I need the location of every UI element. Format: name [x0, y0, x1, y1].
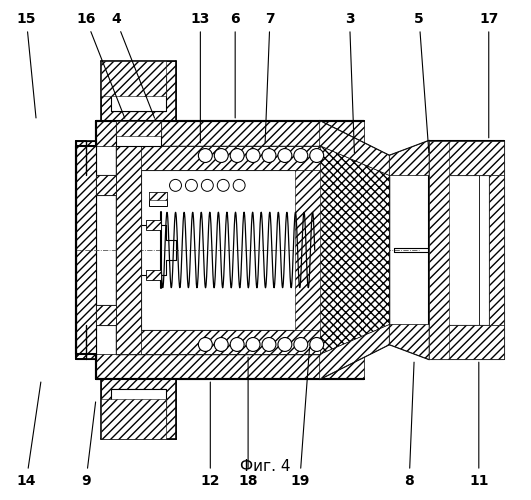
- Polygon shape: [116, 120, 160, 136]
- Circle shape: [262, 338, 276, 351]
- Text: 11: 11: [469, 362, 489, 488]
- Polygon shape: [295, 170, 320, 330]
- Text: 19: 19: [290, 347, 310, 488]
- Bar: [111, 76, 166, 111]
- Polygon shape: [389, 140, 429, 175]
- Circle shape: [246, 148, 260, 162]
- Polygon shape: [320, 324, 389, 380]
- Polygon shape: [101, 399, 166, 439]
- Circle shape: [230, 148, 244, 162]
- Polygon shape: [96, 120, 364, 146]
- Text: 13: 13: [191, 12, 210, 143]
- Circle shape: [199, 338, 212, 351]
- Polygon shape: [429, 140, 504, 175]
- Polygon shape: [320, 120, 389, 176]
- Text: 8: 8: [404, 362, 414, 488]
- Circle shape: [294, 338, 308, 351]
- Circle shape: [278, 148, 292, 162]
- Text: 12: 12: [201, 382, 220, 488]
- Circle shape: [233, 180, 245, 192]
- Text: 4: 4: [111, 12, 155, 118]
- Polygon shape: [96, 176, 116, 196]
- Polygon shape: [96, 304, 116, 324]
- Circle shape: [199, 148, 212, 162]
- Text: 15: 15: [16, 12, 36, 118]
- Polygon shape: [145, 220, 160, 230]
- Text: 16: 16: [76, 12, 125, 118]
- Polygon shape: [149, 192, 167, 200]
- Circle shape: [262, 148, 276, 162]
- Polygon shape: [116, 146, 320, 171]
- Circle shape: [185, 180, 198, 192]
- Polygon shape: [116, 146, 141, 354]
- Polygon shape: [489, 176, 504, 324]
- Circle shape: [215, 338, 228, 351]
- Circle shape: [217, 180, 229, 192]
- Circle shape: [215, 148, 228, 162]
- Circle shape: [230, 338, 244, 351]
- Bar: [149, 192, 167, 206]
- Polygon shape: [429, 140, 449, 360]
- Text: 17: 17: [479, 12, 499, 138]
- Circle shape: [201, 180, 213, 192]
- Circle shape: [310, 338, 324, 351]
- Text: Фиг. 4: Фиг. 4: [240, 460, 290, 474]
- Text: 18: 18: [238, 357, 258, 488]
- Circle shape: [246, 338, 260, 351]
- Polygon shape: [76, 140, 96, 360]
- Text: 6: 6: [230, 12, 240, 118]
- Polygon shape: [101, 380, 176, 439]
- Polygon shape: [116, 330, 320, 354]
- Polygon shape: [429, 324, 504, 360]
- Polygon shape: [310, 146, 389, 354]
- Polygon shape: [96, 354, 364, 380]
- Circle shape: [310, 148, 324, 162]
- Polygon shape: [145, 270, 160, 280]
- Polygon shape: [101, 61, 176, 120]
- Text: 9: 9: [81, 402, 96, 488]
- Text: 7: 7: [265, 12, 275, 143]
- Circle shape: [294, 148, 308, 162]
- Polygon shape: [389, 324, 429, 360]
- Circle shape: [278, 338, 292, 351]
- Circle shape: [169, 180, 182, 192]
- Text: 5: 5: [414, 12, 429, 153]
- Polygon shape: [101, 61, 166, 96]
- Bar: [116, 120, 160, 146]
- Bar: [111, 389, 166, 424]
- Text: 14: 14: [16, 382, 41, 488]
- Text: 3: 3: [345, 12, 354, 153]
